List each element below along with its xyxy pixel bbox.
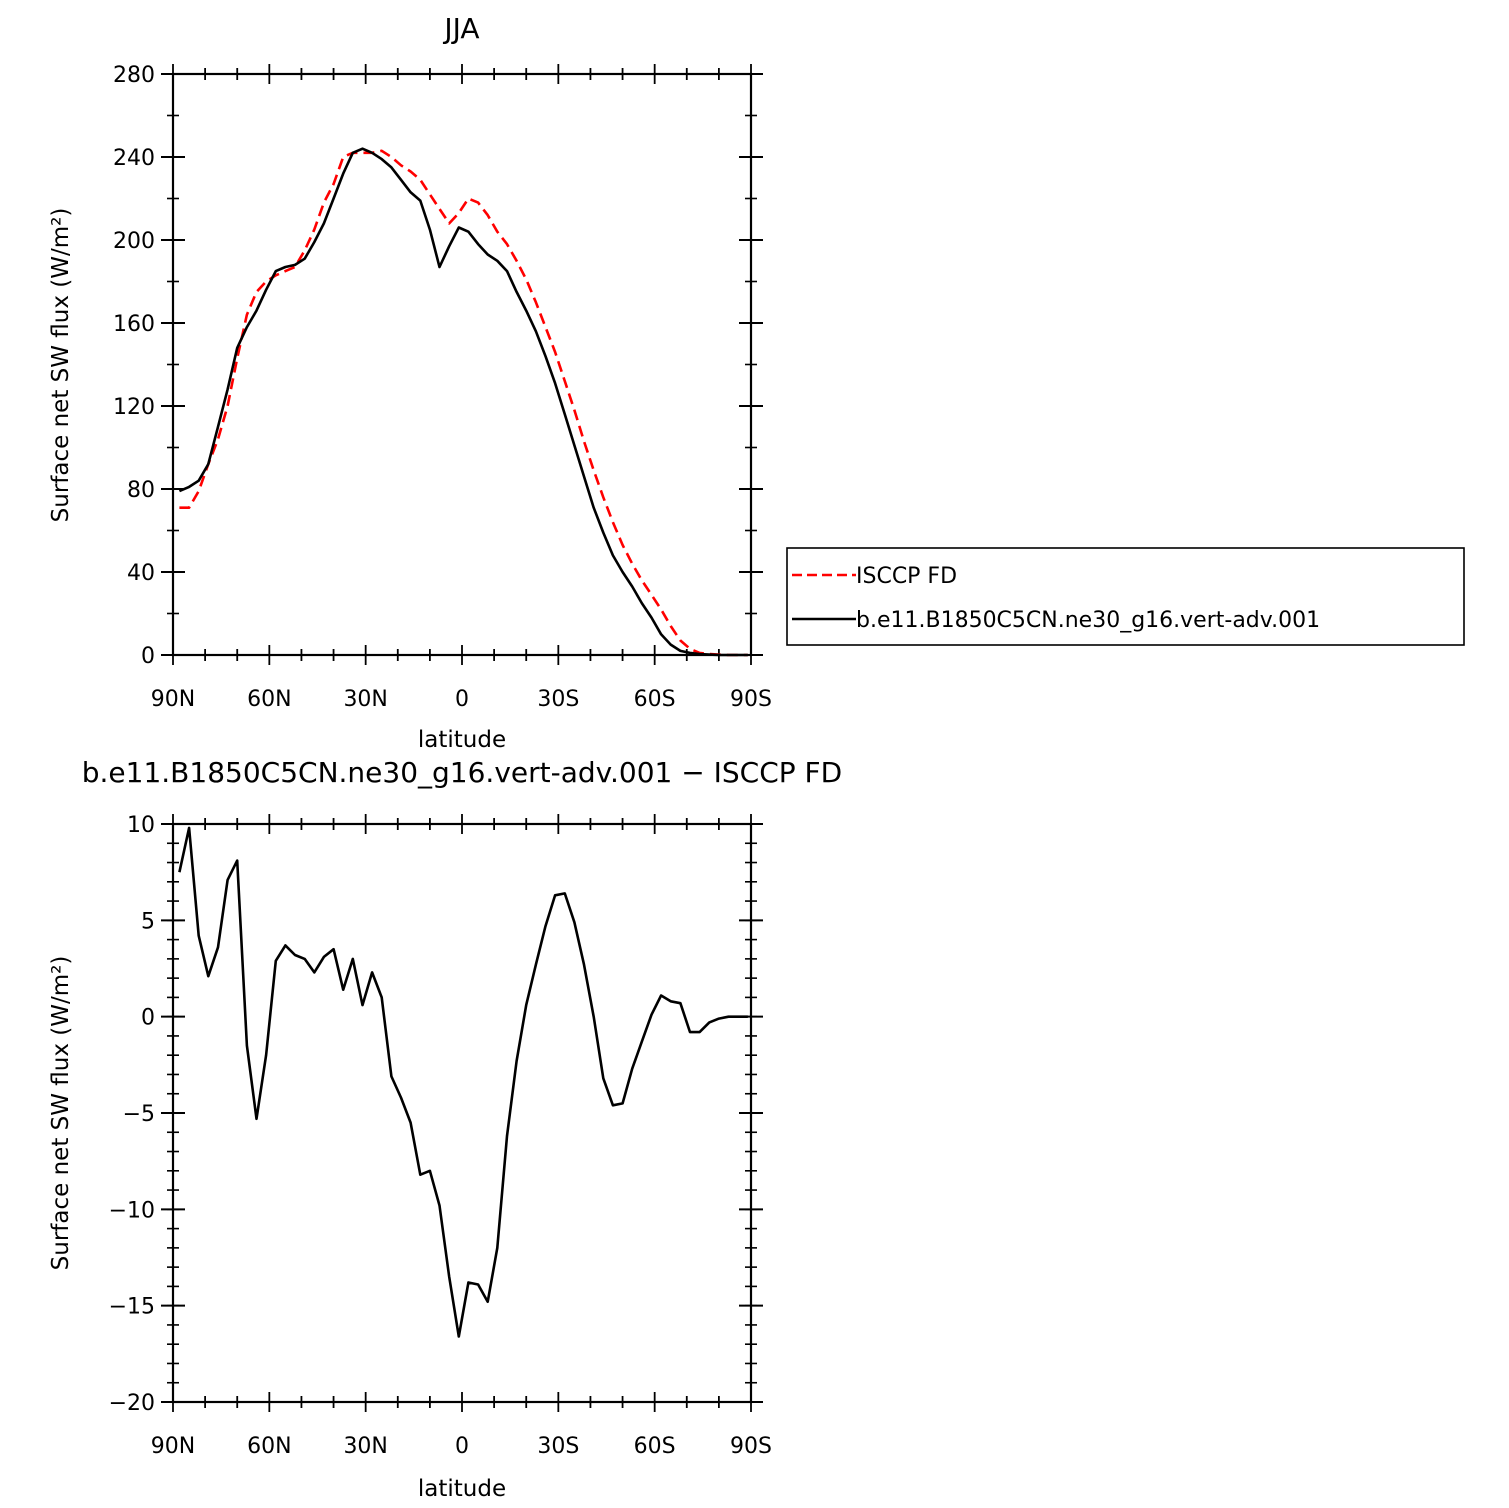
- top-x-tick-label: 90S: [730, 687, 772, 712]
- bottom-x-tick-label: 30S: [537, 1434, 579, 1459]
- bottom-x-axis-label: latitude: [418, 1476, 506, 1502]
- bottom-series-line-model: [178, 826, 748, 1338]
- bottom-y-tick-label: 10: [127, 813, 155, 838]
- top-y-tick-label: 280: [113, 63, 155, 88]
- top-x-tick-label: 30S: [537, 687, 579, 712]
- bottom-axis-ticks: 90N 60N 30N 0 30S 60S 90S −20 −15 −10 −5 0 5 10: [109, 813, 772, 1459]
- top-panel-flux-chart: JJA 90N 60N 30N 0 30S 60S 90S 0 40 80 120 160 200 240…: [48, 12, 772, 753]
- bottom-x-tick-label: 30N: [343, 1434, 387, 1459]
- bottom-panel-difference-chart: b.e11.B1850C5CN.ne30_g16.vert-adv.001 − …: [48, 756, 842, 1502]
- bottom-series-lines: [178, 826, 748, 1338]
- bottom-y-tick-label: −15: [109, 1295, 155, 1320]
- bottom-plot-frame: [171, 822, 753, 1404]
- top-y-axis-label: Surface net SW flux (W/m²): [48, 208, 74, 523]
- top-chart-title: JJA: [442, 12, 479, 45]
- bottom-y-tick-label: 0: [141, 1006, 155, 1031]
- bottom-x-tick-label: 0: [455, 1434, 469, 1459]
- top-y-tick-label: 200: [113, 229, 155, 254]
- bottom-y-tick-label: −5: [123, 1102, 155, 1127]
- top-x-axis-label: latitude: [418, 727, 506, 753]
- top-y-tick-label: 0: [141, 644, 155, 669]
- top-series-line-isccp-fd: [179, 149, 748, 657]
- top-y-tick-label: 240: [113, 146, 155, 171]
- top-series-line-model: [178, 147, 748, 657]
- top-x-tick-label: 30N: [343, 687, 387, 712]
- top-x-tick-label: 90N: [151, 687, 195, 712]
- bottom-chart-title: b.e11.B1850C5CN.ne30_g16.vert-adv.001 − …: [82, 756, 842, 789]
- bottom-y-tick-label: 5: [141, 909, 155, 934]
- top-y-tick-label: 120: [113, 395, 155, 420]
- top-axis-ticks: 90N 60N 30N 0 30S 60S 90S 0 40 80 120 160 200 240 280: [113, 63, 772, 712]
- bottom-y-tick-label: −10: [109, 1198, 155, 1223]
- top-plot-frame: [171, 72, 753, 657]
- top-y-tick-label: 80: [127, 478, 155, 503]
- legend-label-model: b.e11.B1850C5CN.ne30_g16.vert-adv.001: [856, 608, 1320, 633]
- top-y-tick-label: 160: [113, 312, 155, 337]
- bottom-x-tick-label: 90N: [151, 1434, 195, 1459]
- legend-label-isccp: ISCCP FD: [856, 564, 957, 589]
- top-x-tick-label: 60N: [247, 687, 291, 712]
- top-x-tick-label: 60S: [634, 687, 676, 712]
- bottom-y-axis-label: Surface net SW flux (W/m²): [48, 956, 74, 1271]
- bottom-y-tick-label: −20: [109, 1391, 155, 1416]
- top-series-lines: [178, 147, 748, 657]
- bottom-x-tick-label: 60S: [634, 1434, 676, 1459]
- bottom-x-tick-label: 90S: [730, 1434, 772, 1459]
- top-x-tick-label: 0: [455, 687, 469, 712]
- legend-box: [786, 547, 1465, 646]
- top-y-tick-label: 40: [127, 561, 155, 586]
- legend: ISCCP FD b.e11.B1850C5CN.ne30_g16.vert-a…: [786, 547, 1465, 646]
- bottom-x-tick-label: 60N: [247, 1434, 291, 1459]
